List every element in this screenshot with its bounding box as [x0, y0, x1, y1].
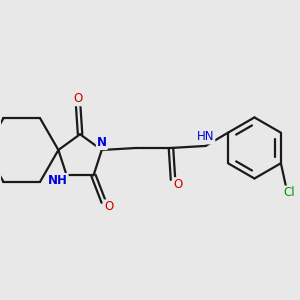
Text: N: N	[97, 136, 107, 149]
Text: O: O	[74, 92, 83, 105]
Text: Cl: Cl	[283, 187, 295, 200]
Text: O: O	[173, 178, 182, 191]
Text: NH: NH	[48, 174, 68, 187]
Text: HN: HN	[197, 130, 214, 143]
Text: O: O	[104, 200, 113, 213]
